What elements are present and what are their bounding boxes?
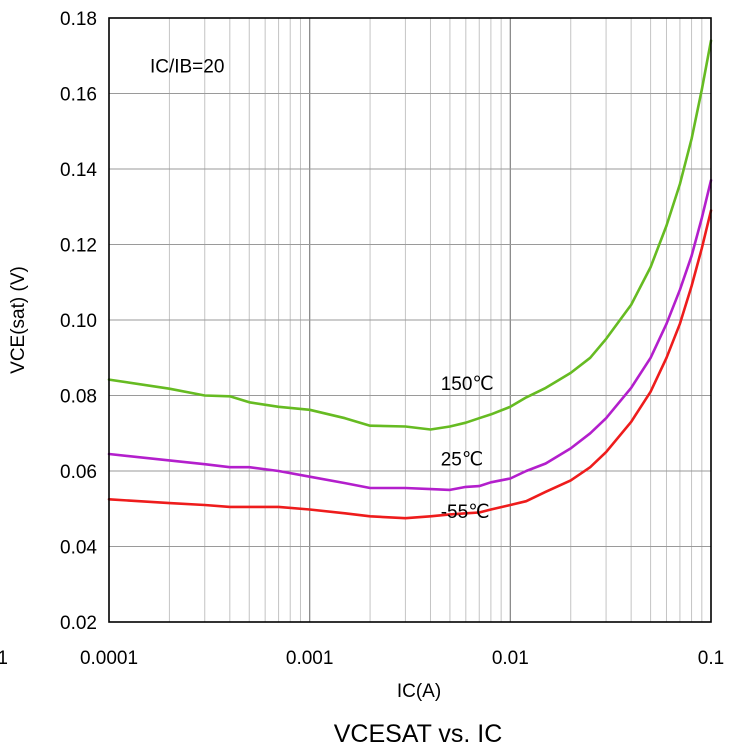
y-tick-label: 0.10 (60, 311, 97, 332)
x-tick-label: 0.001 (286, 648, 334, 669)
y-tick-label: 0.06 (60, 462, 97, 483)
annotation-minus55c: -55℃ (441, 502, 490, 523)
plot-frame (108, 17, 712, 623)
tick-layer: 0.0001 0.001 0.01 0.1 1 0.02 0.04 0.06 0.08 0.10 0… (0, 9, 724, 669)
y-tick-label: 0.08 (60, 387, 97, 408)
y-tick-label: 0.18 (60, 9, 97, 30)
x-tick-label-clipped: 1 (0, 648, 8, 669)
series-line-0 (107, 39, 713, 431)
series-line-1 (107, 179, 713, 492)
y-tick-label: 0.04 (60, 538, 97, 559)
series-layer (107, 39, 713, 520)
annotation-25c: 25℃ (441, 449, 483, 470)
x-tick-label: 0.1 (698, 648, 724, 669)
x-tick-label: 0.0001 (80, 648, 138, 669)
x-tick-label: 0.01 (492, 648, 529, 669)
y-axis-label: VCE(sat) (V) (8, 266, 29, 374)
y-tick-label: 0.16 (60, 85, 97, 106)
grid-layer (109, 18, 711, 622)
annotation-150c: 150℃ (441, 374, 494, 395)
x-axis-label: IC(A) (397, 681, 441, 702)
y-tick-label: 0.02 (60, 613, 97, 634)
chart-title: VCESAT vs. IC (334, 720, 503, 748)
y-tick-label: 0.14 (60, 160, 97, 181)
series-line-2 (107, 209, 713, 520)
annotation-ratio: IC/IB=20 (150, 57, 224, 78)
y-tick-label: 0.12 (60, 236, 97, 257)
